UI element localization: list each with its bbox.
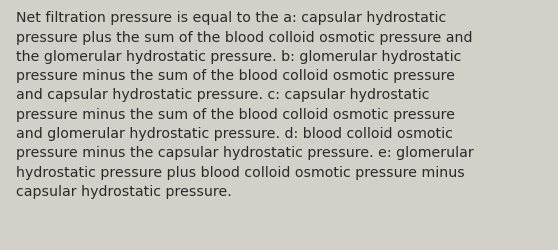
Text: Net filtration pressure is equal to the a: capsular hydrostatic
pressure plus th: Net filtration pressure is equal to the … [16,11,473,198]
